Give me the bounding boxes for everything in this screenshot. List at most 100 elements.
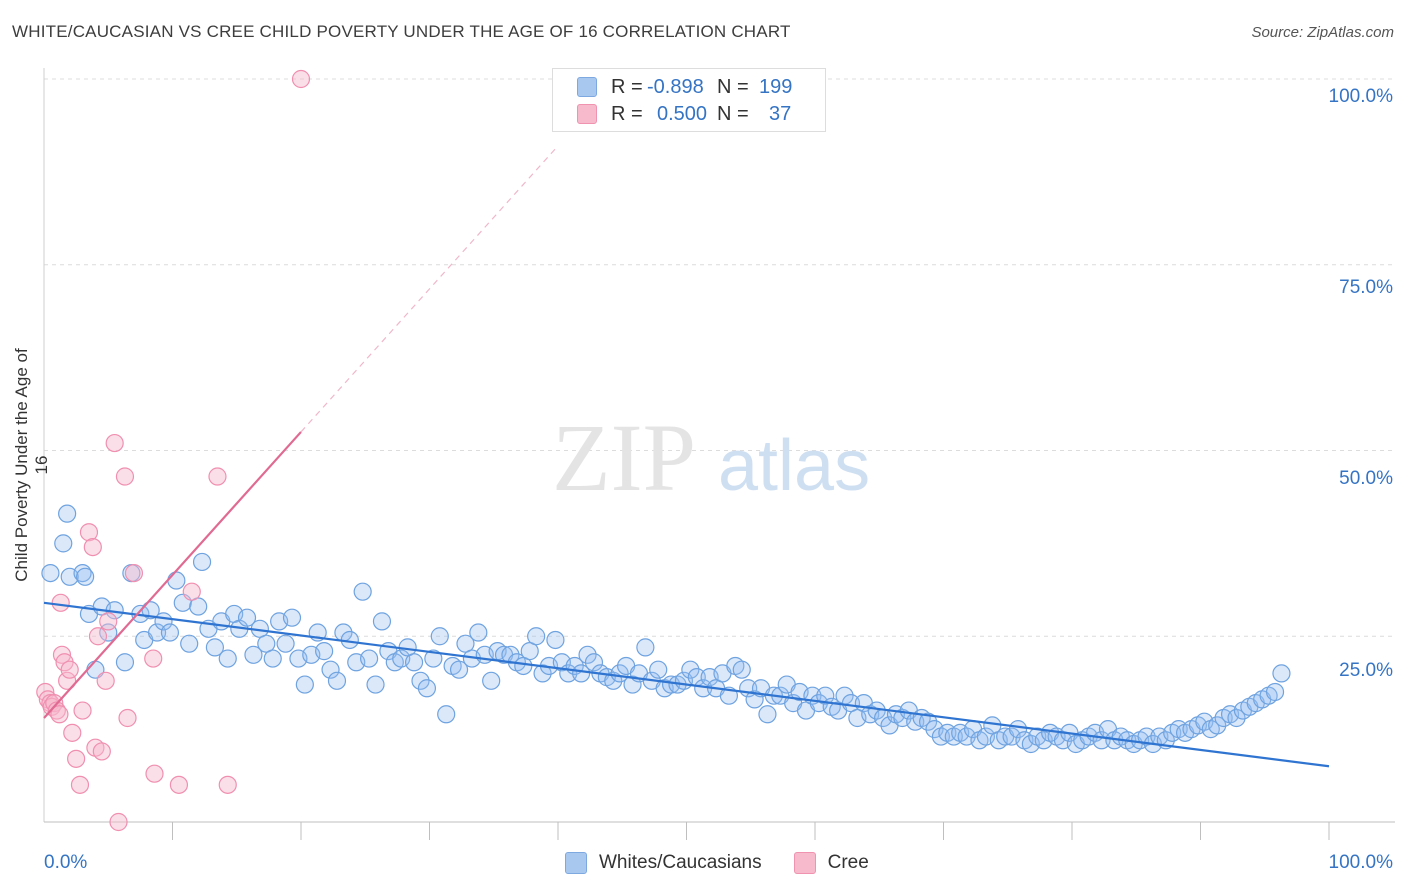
data-point-whites xyxy=(417,679,437,698)
legend-row-whites: R = -0.898 N = 199 xyxy=(577,75,792,99)
data-point-cree xyxy=(79,523,99,542)
y-axis-title: Child Poverty Under the Age of 16 xyxy=(12,348,51,582)
data-point-whites xyxy=(482,671,501,690)
data-point-cree xyxy=(115,467,135,486)
data-point-whites xyxy=(41,563,60,583)
watermark-atlas: atlas xyxy=(718,426,870,506)
data-point-whites xyxy=(758,705,777,724)
data-point-cree xyxy=(218,775,237,794)
data-point-whites xyxy=(501,645,520,664)
legend-item-whites[interactable]: Whites/Caucasians xyxy=(565,852,762,874)
n-label: N = xyxy=(717,75,749,98)
legend-label-cree: Cree xyxy=(827,852,869,873)
data-point-cree xyxy=(51,593,70,612)
data-point-whites xyxy=(1272,664,1291,683)
data-point-cree xyxy=(83,537,102,557)
data-point-cree xyxy=(63,723,82,742)
data-point-whites xyxy=(360,649,379,668)
data-point-cree xyxy=(67,749,86,768)
y-tick-label: 100.0% xyxy=(1328,86,1393,107)
legend-row-cree: R = 0.500 N = 37 xyxy=(577,102,791,126)
data-point-whites xyxy=(192,552,212,572)
data-point-whites xyxy=(366,675,385,694)
data-point-whites xyxy=(54,534,73,553)
data-point-whites xyxy=(1265,682,1285,702)
data-point-whites xyxy=(636,638,655,657)
data-point-whites xyxy=(449,660,469,679)
source-label: Source: ZipAtlas.com xyxy=(1251,24,1394,41)
data-point-whites xyxy=(437,705,456,724)
data-point-whites xyxy=(546,630,565,650)
data-point-cree xyxy=(105,433,124,453)
data-point-cree xyxy=(52,645,72,664)
series-legend: Whites/Caucasians Cree xyxy=(565,852,901,874)
y-tick-label: 25.0% xyxy=(1339,660,1393,681)
data-point-whites xyxy=(76,567,95,586)
data-point-whites xyxy=(533,664,552,683)
data-point-whites xyxy=(327,671,347,690)
y-tick-label: 50.0% xyxy=(1339,468,1393,489)
n-value: 199 xyxy=(759,75,793,98)
data-point-cree xyxy=(96,671,115,690)
data-point-whites xyxy=(584,653,604,672)
data-point-whites xyxy=(469,623,488,642)
data-point-whites xyxy=(282,608,302,627)
data-point-cree xyxy=(60,660,79,679)
data-point-cree xyxy=(70,775,90,794)
data-point-whites xyxy=(1137,727,1156,746)
data-point-cree xyxy=(124,563,144,583)
trendline-cree xyxy=(43,431,302,719)
legend-swatch-cree xyxy=(793,852,816,874)
data-point-cree xyxy=(145,764,164,783)
r-value: -0.898 xyxy=(647,75,704,98)
data-point-cree xyxy=(118,708,137,728)
data-point-whites xyxy=(623,675,642,694)
data-point-whites xyxy=(218,649,237,668)
data-point-cree xyxy=(58,671,77,690)
y-tick-label: 75.0% xyxy=(1339,277,1393,298)
data-point-whites xyxy=(58,504,77,523)
data-point-whites xyxy=(578,645,597,664)
data-point-whites xyxy=(180,634,199,653)
r-value: 0.500 xyxy=(657,102,708,125)
stats-legend: R = -0.898 N = 199 R = 0.500 N = 37 xyxy=(552,68,826,132)
data-point-cree xyxy=(109,812,128,832)
data-point-whites xyxy=(321,660,340,679)
trendline-cree-extension xyxy=(300,145,559,433)
data-point-whites xyxy=(237,608,257,627)
r-label: R = xyxy=(611,102,643,125)
data-point-cree xyxy=(208,467,227,486)
data-point-whites xyxy=(816,686,835,705)
data-point-whites xyxy=(372,612,392,631)
data-point-whites xyxy=(572,664,591,683)
legend-item-cree[interactable]: Cree xyxy=(793,852,869,874)
data-point-whites xyxy=(404,653,424,672)
legend-swatch-cree xyxy=(577,104,597,124)
data-point-whites xyxy=(649,660,668,679)
r-label: R = xyxy=(611,75,643,98)
data-point-whites xyxy=(1227,708,1246,728)
data-point-whites xyxy=(424,649,443,668)
data-point-whites xyxy=(918,712,938,731)
data-point-whites xyxy=(147,623,167,642)
data-point-cree xyxy=(144,649,163,668)
data-point-whites xyxy=(745,690,764,709)
data-point-cree xyxy=(169,775,189,794)
data-point-cree xyxy=(45,694,64,713)
data-point-whites xyxy=(160,623,180,642)
data-point-whites xyxy=(115,653,135,672)
data-point-whites xyxy=(353,582,372,601)
n-label: N = xyxy=(717,102,749,125)
legend-label-whites: Whites/Caucasians xyxy=(599,852,762,873)
data-point-whites xyxy=(732,660,751,679)
data-point-whites xyxy=(1208,716,1227,735)
n-value: 37 xyxy=(769,102,792,125)
data-point-cree xyxy=(88,627,108,646)
data-point-cree xyxy=(99,612,118,631)
legend-swatch-whites xyxy=(565,852,587,874)
legend-swatch-whites xyxy=(577,77,597,97)
x-tick-label: 0.0% xyxy=(44,852,88,873)
trendline-whites xyxy=(43,601,1330,768)
data-point-whites xyxy=(430,627,449,646)
watermark-zip: ZIP xyxy=(552,404,696,511)
